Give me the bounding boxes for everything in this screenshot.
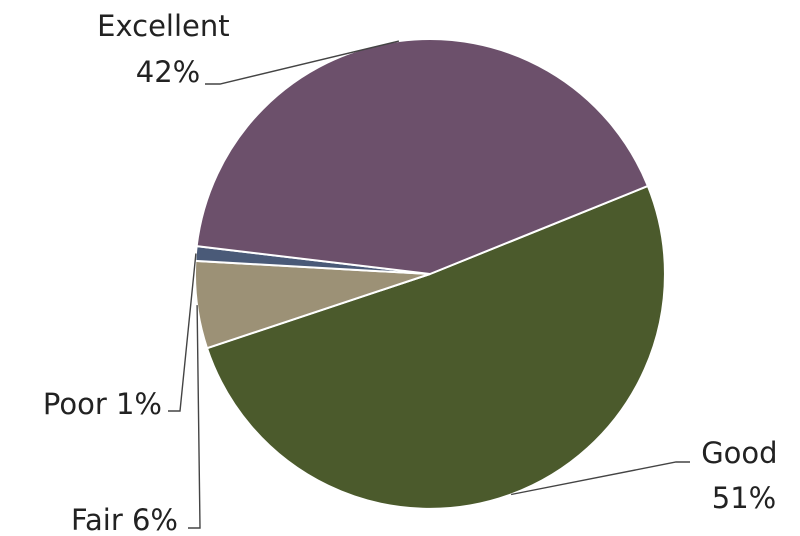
leader-line-excellent	[205, 40, 400, 85]
label-fair: Fair 6%	[71, 503, 178, 536]
label-excellent-pct: 42%	[136, 55, 200, 89]
label-poor-name: Poor	[43, 387, 107, 421]
label-poor: Poor 1%	[43, 387, 162, 421]
label-good-name: Good	[701, 436, 777, 470]
label-excellent-name: Excellent	[97, 9, 229, 43]
label-good-pct: 51%	[712, 481, 776, 515]
pie-slices	[194, 37, 666, 510]
label-good: Good 51%	[701, 436, 787, 515]
leader-line-good	[510, 461, 690, 496]
label-excellent: Excellent 42%	[97, 9, 239, 89]
leader-line-poor	[168, 253, 197, 412]
label-fair-pct: 6%	[132, 503, 178, 536]
pie-slice-excellent	[195, 37, 650, 276]
label-fair-name: Fair	[71, 503, 123, 536]
leader-line-fair	[188, 305, 201, 529]
label-poor-pct: 1%	[116, 387, 162, 421]
leader-lines	[168, 40, 690, 529]
